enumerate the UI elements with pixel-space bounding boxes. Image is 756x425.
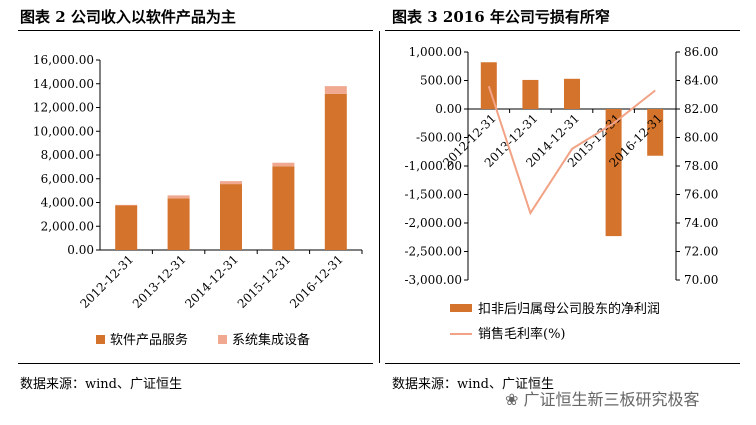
left-y-tick-label: -1,500.00 [405,188,463,202]
legend-swatch [96,335,105,344]
left-y-tick-label: -500.00 [416,131,462,145]
bar-software-products [167,198,190,250]
legend-swatch-bar [450,304,472,312]
left-bottom-rule [18,363,373,364]
revenue-stacked-bar-chart: 0.00 2,000.00 4,000.00 6,000.00 8,000.00 10,0… [33,53,363,348]
wechat-icon: ❀ [505,390,519,409]
left-y-tick-label: -2,500.00 [405,245,463,259]
bar-software-products [324,93,347,250]
right-y-tick-label: 74.00 [684,216,718,230]
left-data-source: 数据来源：wind、广证恒生 [20,377,182,392]
y-tick-label: 0.00 [67,243,94,257]
right-y-tick-label: 82.00 [684,102,718,116]
left-y-tick-label: 0.00 [435,102,462,116]
right-y-tick-label: 78.00 [684,159,718,173]
bar-software-products [115,205,138,250]
bar-system-integration [324,86,347,94]
right-y-tick-label: 70.00 [684,273,718,287]
bar-net-profit [564,78,580,109]
bar-software-products [220,184,242,250]
right-chart-title: 图表 3 2016 年公司亏损有所窄 [392,8,610,26]
y-tick-label: 8,000.00 [41,148,94,162]
y-tick-label: 6,000.00 [41,172,94,186]
right-data-source: 数据来源：wind、广证恒生 [392,377,554,392]
legend-label-line: 销售毛利率(%) [478,326,566,342]
right-y-tick-label: 72.00 [684,245,718,259]
right-top-rule [385,30,740,31]
bar-system-integration [167,195,190,199]
watermark-text: 广证恒生新三板研究极客 [523,390,700,409]
y-tick-label: 12,000.00 [33,101,94,115]
left-y-tick-label: 1,000.00 [409,45,462,59]
legend-label: 系统集成设备 [232,332,310,348]
profit-margin-combo-chart: -3,000.00 -2,500.00 -2,000.00 -1,500.00 -1,0… [405,45,719,342]
left-top-rule [18,30,373,31]
bar-system-integration [115,204,138,206]
watermark: ❀ 广证恒生新三板研究极客 [505,386,700,410]
right-y-tick-label: 76.00 [684,188,718,202]
bar-system-integration [220,181,242,185]
right-y-tick-label: 84.00 [684,74,718,88]
bar-net-profit [605,109,622,237]
legend-label: 软件产品服务 [110,332,188,348]
bar-software-products [272,166,295,250]
right-y-tick-label: 80.00 [684,131,718,145]
right-bottom-rule [385,363,740,364]
y-tick-label: 4,000.00 [41,196,94,210]
y-tick-label: 16,000.00 [33,53,94,67]
legend-swatch [218,335,227,344]
y-tick-label: 2,000.00 [41,219,94,233]
left-chart-title: 图表 2 公司收入以软件产品为主 [20,8,236,26]
bar-net-profit [522,79,539,109]
left-y-tick-label: -3,000.00 [405,273,463,287]
left-y-tick-label: -1,000.00 [405,159,463,173]
y-tick-label: 14,000.00 [33,77,94,91]
legend-label-bar: 扣非后归属母公司股东的净利润 [478,301,660,317]
y-tick-label: 10,000.00 [33,124,94,138]
right-y-tick-label: 86.00 [684,45,718,59]
bar-net-profit [647,109,664,156]
bar-system-integration [272,162,295,167]
panel-divider [379,31,380,363]
left-y-tick-label: 500.00 [420,74,462,88]
left-y-tick-label: -2,000.00 [405,216,463,230]
